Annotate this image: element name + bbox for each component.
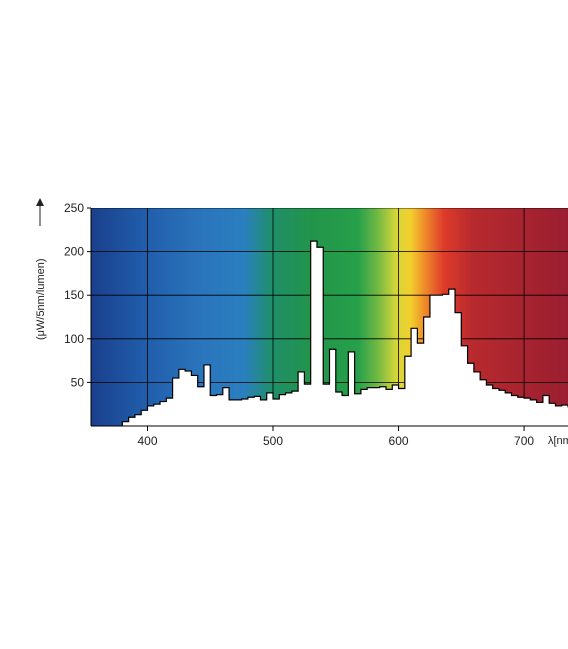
y-tick-label-100: 100 [64, 332, 84, 346]
y-axis-label-group: (μW/5nm/lumen) [35, 198, 47, 340]
y-axis-label: (μW/5nm/lumen) [35, 258, 47, 340]
series-spectrum-line [121, 240, 568, 426]
x-axis-ticks: 400 500 600 700 [137, 426, 534, 448]
y-axis-arrow-icon [36, 198, 44, 206]
x-axis-label: λ[nm] [548, 435, 568, 447]
y-tick-label-250: 250 [64, 201, 84, 215]
y-axis-ticks: 50 100 150 200 250 [64, 201, 91, 389]
x-tick-label-600: 600 [389, 434, 409, 448]
series-spectrum-fill [122, 241, 568, 426]
x-tick-label-700: 700 [514, 434, 534, 448]
y-tick-label-50: 50 [71, 375, 85, 389]
y-tick-label-200: 200 [64, 245, 84, 259]
y-tick-label-150: 150 [64, 288, 84, 302]
x-tick-label-500: 500 [263, 434, 283, 448]
x-tick-label-400: 400 [137, 434, 157, 448]
grid-lines [91, 208, 568, 426]
